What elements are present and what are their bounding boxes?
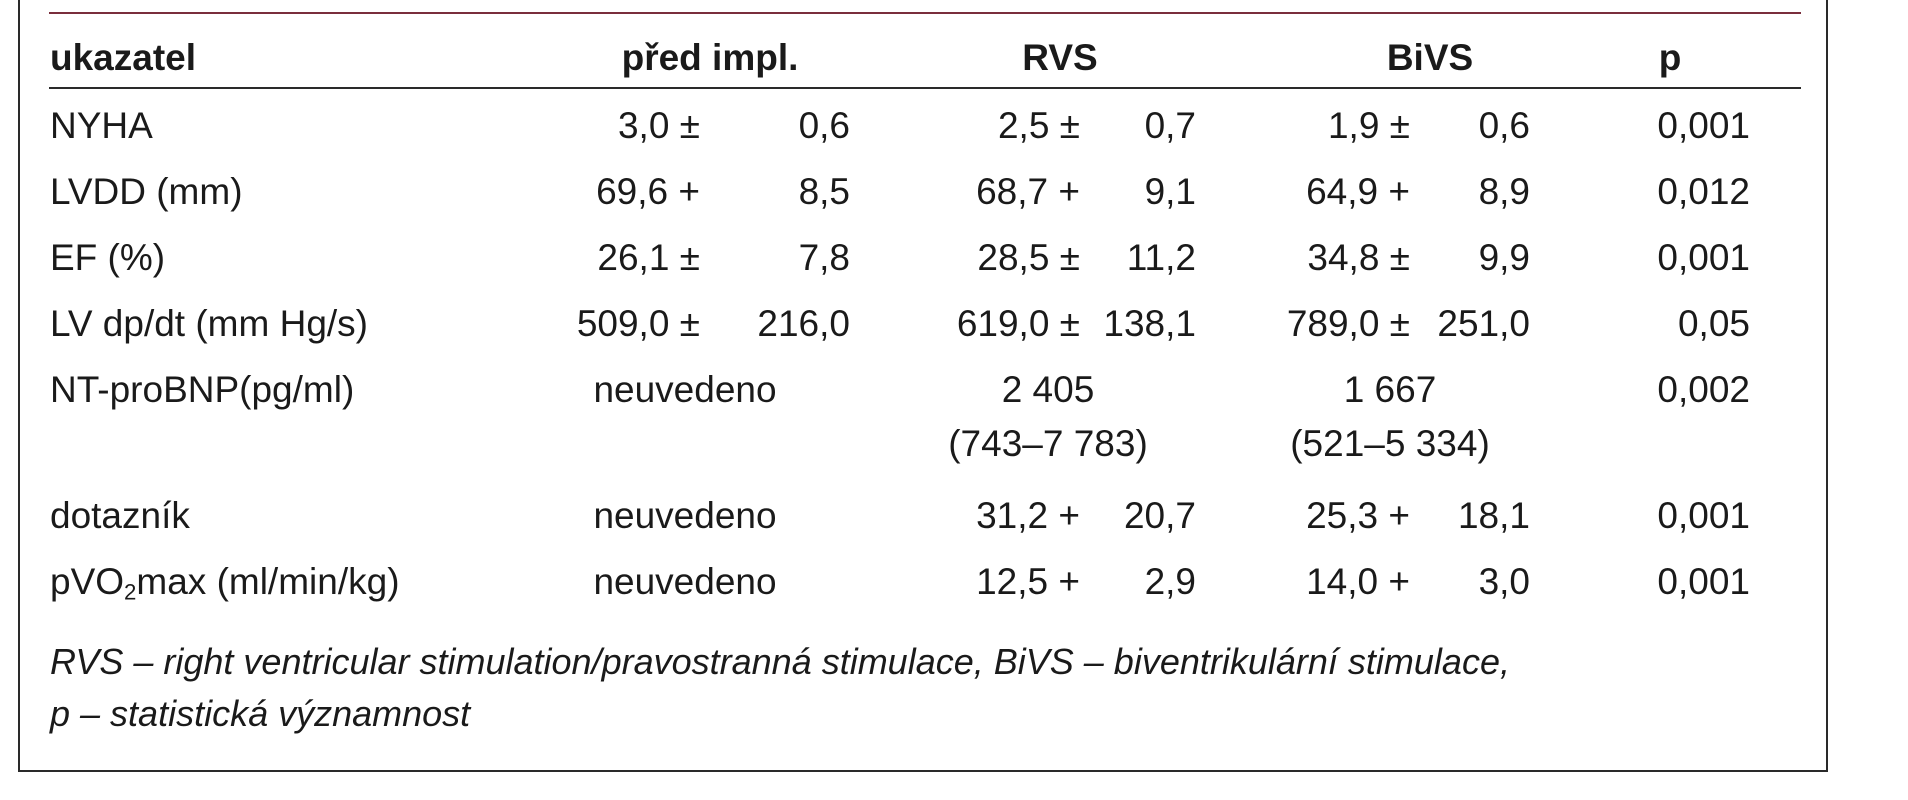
top-rule [49, 12, 1801, 14]
bivs-mean: 14,0 + [1306, 561, 1410, 602]
before-mean: 509,0 ± [576, 303, 700, 344]
bivs-median: 1 667 [1343, 369, 1437, 410]
p-value: 0,001 [1657, 495, 1750, 536]
header-p: p [1658, 37, 1682, 78]
rvs-mean: 619,0 ± [956, 303, 1080, 344]
bivs-mean: 1,9 ± [1327, 105, 1410, 146]
bivs-mean: 789,0 ± [1286, 303, 1410, 344]
header-before-implantation: před impl. [621, 37, 799, 78]
p-value: 0,001 [1657, 105, 1750, 146]
rvs-mean: 12,5 + [976, 561, 1080, 602]
row-label: LV dp/dt (mm Hg/s) [50, 303, 369, 344]
row-label: dotazník [50, 495, 190, 536]
before-sd: 0,6 [798, 105, 850, 146]
bivs-sd: 0,6 [1478, 105, 1530, 146]
rvs-mean: 68,7 + [976, 171, 1080, 212]
p-value: 0,001 [1657, 237, 1750, 278]
rvs-sd: 20,7 [1123, 495, 1196, 536]
table-frame [18, 0, 1828, 772]
row-label-subscript: 2 [124, 579, 137, 605]
rvs-range: (743–7 783) [948, 423, 1148, 464]
bivs-range: (521–5 334) [1290, 423, 1490, 464]
bivs-mean: 34,8 ± [1307, 237, 1410, 278]
before-mean: 3,0 ± [617, 105, 700, 146]
rvs-sd: 0,7 [1144, 105, 1196, 146]
header-indicator: ukazatel [50, 37, 197, 78]
before-mean: 26,1 ± [597, 237, 700, 278]
bivs-mean: 64,9 + [1306, 171, 1410, 212]
rvs-mean: 2,5 ± [997, 105, 1080, 146]
bivs-mean: 25,3 + [1306, 495, 1410, 536]
rvs-median: 2 405 [1001, 369, 1095, 410]
row-label: LVDD (mm) [50, 171, 243, 212]
bivs-sd: 251,0 [1437, 303, 1530, 344]
p-value: 0,001 [1657, 561, 1750, 602]
p-value: 0,002 [1657, 369, 1750, 410]
rvs-mean: 31,2 + [976, 495, 1080, 536]
before-value: neuvedeno [593, 561, 777, 602]
bivs-sd: 18,1 [1457, 495, 1530, 536]
rvs-sd: 138,1 [1103, 303, 1196, 344]
row-label: EF (%) [50, 237, 166, 278]
rvs-mean: 28,5 ± [977, 237, 1080, 278]
header-rvs: RVS [1022, 37, 1098, 78]
row-label-prefix: pVO [50, 561, 125, 602]
footnote-line-2: p – statistická významnost [50, 693, 471, 734]
row-label: pVO2max (ml/min/kg) [50, 560, 400, 615]
rvs-sd: 9,1 [1144, 171, 1196, 212]
row-label-suffix: max (ml/min/kg) [136, 561, 400, 602]
before-sd: 7,8 [798, 237, 850, 278]
row-label: NYHA [50, 105, 153, 146]
p-value: 0,012 [1657, 171, 1750, 212]
rvs-sd: 2,9 [1144, 561, 1196, 602]
p-value: 0,05 [1677, 303, 1750, 344]
footnote-line-1: RVS – right ventricular stimulation/prav… [50, 641, 1510, 682]
header-bivs: BiVS [1386, 37, 1474, 78]
bivs-sd: 3,0 [1478, 561, 1530, 602]
row-label: NT-proBNP(pg/ml) [50, 369, 355, 410]
bivs-sd: 8,9 [1478, 171, 1530, 212]
before-mean: 69,6 + [596, 171, 700, 212]
header-rule [49, 87, 1801, 89]
before-value: neuvedeno [593, 369, 777, 410]
rvs-sd: 11,2 [1126, 237, 1196, 278]
before-sd: 216,0 [757, 303, 850, 344]
before-sd: 8,5 [798, 171, 850, 212]
bivs-sd: 9,9 [1478, 237, 1530, 278]
before-value: neuvedeno [593, 495, 777, 536]
